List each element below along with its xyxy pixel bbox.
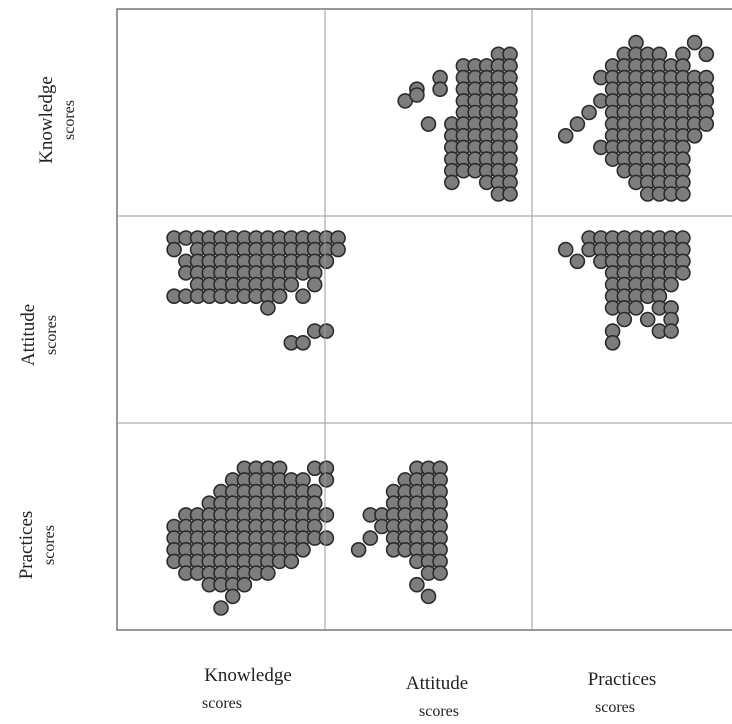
scatter-point-r2c0-108 xyxy=(318,507,335,523)
col-label-knowledge-line1: Knowledge xyxy=(204,665,292,686)
col-label-attitude-line1: Attitude xyxy=(406,673,468,694)
col-label-attitude: Attitude scores xyxy=(406,673,468,720)
row-label-knowledge-line1: Knowledge xyxy=(36,76,57,164)
scatter-point-r1c2-0 xyxy=(557,241,574,258)
scatter-point-r0c2-102 xyxy=(698,116,715,132)
matrix-frame xyxy=(116,8,732,631)
row-label-practices-line1: Practices xyxy=(16,511,37,580)
scatter-point-r2c1-48 xyxy=(432,565,448,581)
scatter-point-r1c0-72 xyxy=(306,276,323,293)
scatter-point-r1c0-60 xyxy=(283,276,300,293)
scatter-point-r2c1-0 xyxy=(350,541,367,558)
scatter-point-r1c2-30 xyxy=(628,300,644,316)
scatter-point-r1c2-37 xyxy=(639,311,656,328)
scatter-point-r1c0-77 xyxy=(318,323,335,339)
scatter-point-r1c2-15 xyxy=(604,334,621,351)
scatter-point-r2c0-33 xyxy=(213,600,229,616)
scatter-point-r2c0-55 xyxy=(236,576,253,593)
scatter-point-r1c2-53 xyxy=(663,323,679,339)
scatter-point-r1c0-49 xyxy=(260,300,276,316)
scatter-point-r2c1-2 xyxy=(362,530,379,546)
scatter-point-r1c2-23 xyxy=(616,311,633,328)
scatter-point-r1c0-79 xyxy=(330,241,346,258)
scatter-point-r1c0-67 xyxy=(295,334,311,351)
scatter-point-r0c2-96 xyxy=(686,128,703,144)
scatter-point-r1c0-66 xyxy=(295,288,311,305)
scatter-point-r2c0-107 xyxy=(318,472,335,488)
row-label-attitude: Attitude scores xyxy=(18,304,60,366)
scatter-point-r1c2-57 xyxy=(675,265,691,281)
scatter-point-r0c1-68 xyxy=(502,186,518,202)
scatter-point-r0c1-5 xyxy=(432,81,448,97)
scatter-point-r1c0-1 xyxy=(166,241,182,258)
row-label-knowledge: Knowledge scores xyxy=(36,76,78,164)
scatter-point-r0c2-1 xyxy=(569,116,586,132)
scatter-point-r1c0-55 xyxy=(271,288,288,305)
row-label-attitude-line2: scores xyxy=(43,315,60,355)
scatter-point-r1c2-50 xyxy=(663,276,679,293)
col-label-knowledge-line2: scores xyxy=(202,695,242,712)
scatter-point-r2c0-44 xyxy=(224,588,241,605)
scatter-point-r0c2-97 xyxy=(698,46,715,63)
scatter-point-r1c0-76 xyxy=(318,253,335,270)
row-label-knowledge-line2: scores xyxy=(61,100,78,140)
scatter-point-r2c0-75 xyxy=(260,565,276,581)
col-label-practices-line2: scores xyxy=(595,699,635,716)
scatter-point-r0c1-11 xyxy=(443,174,460,191)
col-label-practices: Practices scores xyxy=(588,669,657,716)
row-label-attitude-line1: Attitude xyxy=(18,304,39,366)
scatter-point-r0c1-3 xyxy=(420,116,437,132)
scatter-point-r0c1-2 xyxy=(409,87,425,103)
scatter-point-r2c1-38 xyxy=(420,588,437,605)
scatter-point-r0c2-89 xyxy=(675,186,691,202)
scatter-point-r2c0-109 xyxy=(318,530,335,546)
scatter-point-r0c2-0 xyxy=(557,128,574,144)
col-label-attitude-line2: scores xyxy=(419,703,459,720)
scatter-point-r1c2-1 xyxy=(569,253,586,270)
scatter-point-r2c0-99 xyxy=(295,541,311,558)
scatter-point-r0c2-2 xyxy=(581,104,597,121)
col-label-practices-line1: Practices xyxy=(588,669,657,690)
scatter-point-r0c2-90 xyxy=(686,34,703,51)
col-label-knowledge: Knowledge scores xyxy=(202,665,292,712)
row-label-practices-line2: scores xyxy=(41,525,58,565)
scatter-point-r2c0-92 xyxy=(283,553,300,570)
points-layer xyxy=(166,34,715,616)
scatter-point-r2c1-27 xyxy=(409,576,425,593)
row-label-practices: Practices scores xyxy=(16,511,58,580)
